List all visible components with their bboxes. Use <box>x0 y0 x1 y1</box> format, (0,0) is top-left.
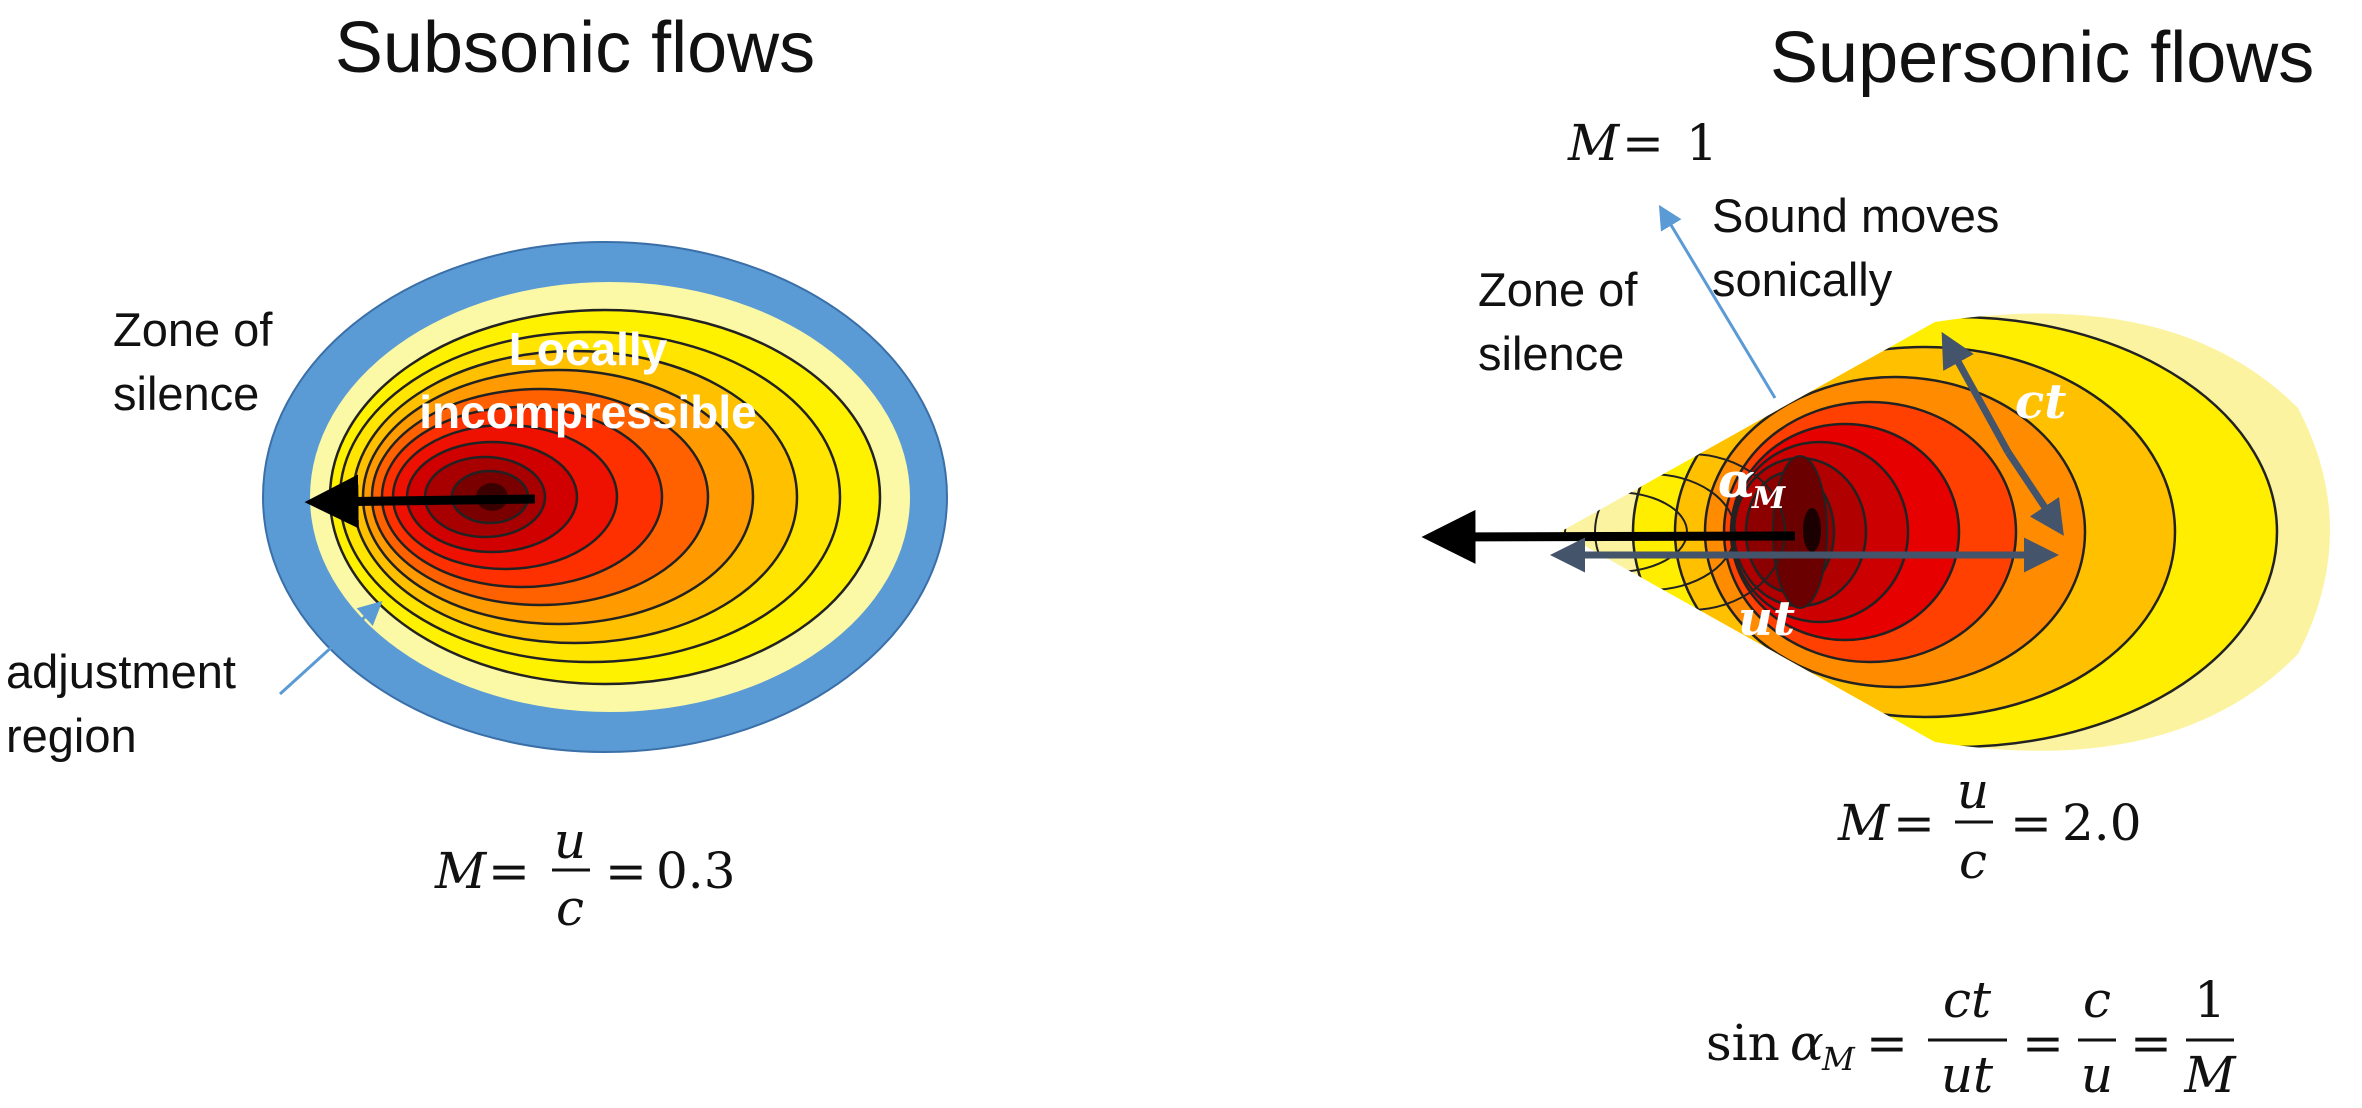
supersonic-mach-formula: M = u c = 2.0 <box>1837 762 2142 890</box>
sine-f1-num: ct <box>1943 971 1992 1029</box>
ut-label: ut <box>1738 591 1795 647</box>
sformula-M: M <box>1837 794 1891 852</box>
ct-label: ct <box>2015 374 2066 430</box>
sformula-num: u <box>1957 762 1989 820</box>
subsonic-zone-silence-line1: Zone of <box>113 303 273 356</box>
subsonic-title: Subsonic flows <box>335 8 815 88</box>
subsonic-velocity-arrow <box>304 474 536 529</box>
sine-f3-den: M <box>2183 1046 2237 1104</box>
core-label-line2: incompressible <box>419 386 756 438</box>
sine-f2-den: u <box>2081 1046 2113 1104</box>
sine-alpha-sub: M <box>1821 1040 1856 1078</box>
formula-num: u <box>554 812 586 870</box>
formula-eq1: = <box>488 842 530 900</box>
sformula-eq2: = <box>2010 794 2052 852</box>
mach-cone <box>1560 313 2330 751</box>
sformula-eq1: = <box>1893 794 1935 852</box>
supersonic-velocity-arrow <box>1421 509 1796 564</box>
adjustment-label-line2: region <box>6 709 137 762</box>
alpha-label: α <box>1718 453 1755 509</box>
sine-eq2: = <box>2022 1014 2064 1072</box>
sformula-value: 2.0 <box>2062 794 2142 852</box>
formula-value: 0.3 <box>656 842 736 900</box>
core-label-line1: Locally <box>509 323 668 375</box>
subsonic-panel: Subsonic flows Locally incompressible Zo… <box>6 8 948 937</box>
adjustment-label-line1: adjustment <box>6 645 236 698</box>
sine-alpha: α <box>1790 1014 1824 1072</box>
subsonic-zone-silence-line2: silence <box>113 367 259 420</box>
sine-eq1: = <box>1866 1014 1908 1072</box>
formula-eq2: = <box>605 842 647 900</box>
sound-moves-line1: Sound moves <box>1712 189 1999 242</box>
ct-arrow-down <box>2005 450 2064 536</box>
supersonic-zone-silence-line2: silence <box>1478 327 1624 380</box>
mach1-M: M <box>1567 114 1621 172</box>
subsonic-mach-formula: M = u c = 0.3 <box>434 812 736 937</box>
mach-pointer-arrow <box>1658 204 1777 399</box>
sine-sin: sin <box>1706 1014 1780 1072</box>
sformula-den: c <box>1959 832 1987 890</box>
sine-f3-num: 1 <box>2194 971 2226 1029</box>
alpha-label-sub: M <box>1751 481 1786 516</box>
sound-moves-line2: sonically <box>1712 253 1893 306</box>
supersonic-panel: Supersonic flows M = 1 Sound moves sonic… <box>1421 18 2330 1104</box>
sine-formula: sin α M = ct ut = c u = 1 M <box>1706 971 2237 1104</box>
sine-f1-den: ut <box>1941 1046 1994 1104</box>
sine-f2-num: c <box>2083 971 2111 1029</box>
formula-den: c <box>556 879 584 937</box>
source-point <box>1803 508 1821 552</box>
supersonic-title: Supersonic flows <box>1770 18 2314 98</box>
mach-one-label: M = 1 <box>1567 114 1718 172</box>
supersonic-zone-silence-line1: Zone of <box>1478 263 1638 316</box>
mach1-value: 1 <box>1686 114 1718 172</box>
sine-eq3: = <box>2130 1014 2172 1072</box>
ct-arrow-up <box>1941 331 2012 454</box>
mach1-eq: = <box>1622 114 1664 172</box>
formula-M: M <box>434 842 488 900</box>
adjustment-pointer-arrow <box>278 600 383 696</box>
